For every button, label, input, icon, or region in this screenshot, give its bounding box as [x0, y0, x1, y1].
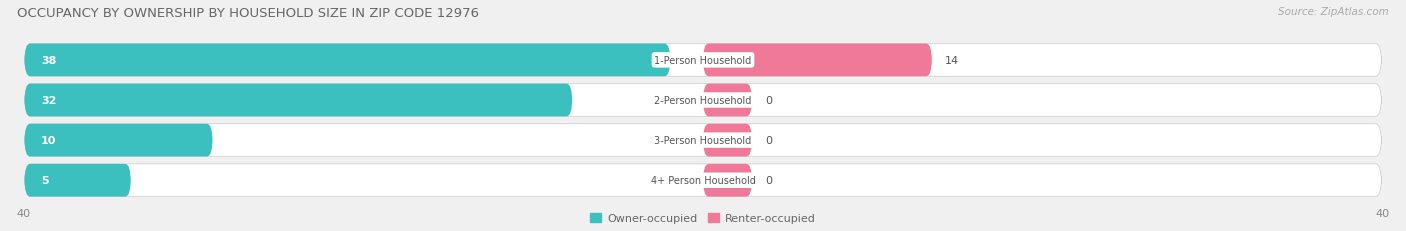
Text: 0: 0 — [765, 136, 772, 146]
Text: 4+ Person Household: 4+ Person Household — [651, 176, 755, 185]
FancyBboxPatch shape — [24, 84, 572, 117]
Text: 10: 10 — [41, 136, 56, 146]
Text: 3-Person Household: 3-Person Household — [654, 136, 752, 146]
Text: 0: 0 — [765, 176, 772, 185]
Text: 40: 40 — [1375, 208, 1389, 218]
Text: 32: 32 — [41, 96, 56, 106]
FancyBboxPatch shape — [24, 164, 1382, 197]
Text: 40: 40 — [17, 208, 31, 218]
Text: 5: 5 — [41, 176, 48, 185]
FancyBboxPatch shape — [703, 44, 932, 77]
FancyBboxPatch shape — [703, 84, 752, 117]
Text: 14: 14 — [945, 56, 959, 66]
Text: 38: 38 — [41, 56, 56, 66]
FancyBboxPatch shape — [24, 44, 671, 77]
Text: OCCUPANCY BY OWNERSHIP BY HOUSEHOLD SIZE IN ZIP CODE 12976: OCCUPANCY BY OWNERSHIP BY HOUSEHOLD SIZE… — [17, 7, 479, 20]
Legend: Owner-occupied, Renter-occupied: Owner-occupied, Renter-occupied — [591, 213, 815, 223]
Text: 2-Person Household: 2-Person Household — [654, 96, 752, 106]
FancyBboxPatch shape — [24, 124, 212, 157]
FancyBboxPatch shape — [703, 164, 752, 197]
FancyBboxPatch shape — [24, 44, 1382, 77]
Text: Source: ZipAtlas.com: Source: ZipAtlas.com — [1278, 7, 1389, 17]
FancyBboxPatch shape — [703, 124, 752, 157]
Text: 1-Person Household: 1-Person Household — [654, 56, 752, 66]
Text: 0: 0 — [765, 96, 772, 106]
FancyBboxPatch shape — [24, 164, 131, 197]
FancyBboxPatch shape — [24, 84, 1382, 117]
FancyBboxPatch shape — [24, 124, 1382, 157]
